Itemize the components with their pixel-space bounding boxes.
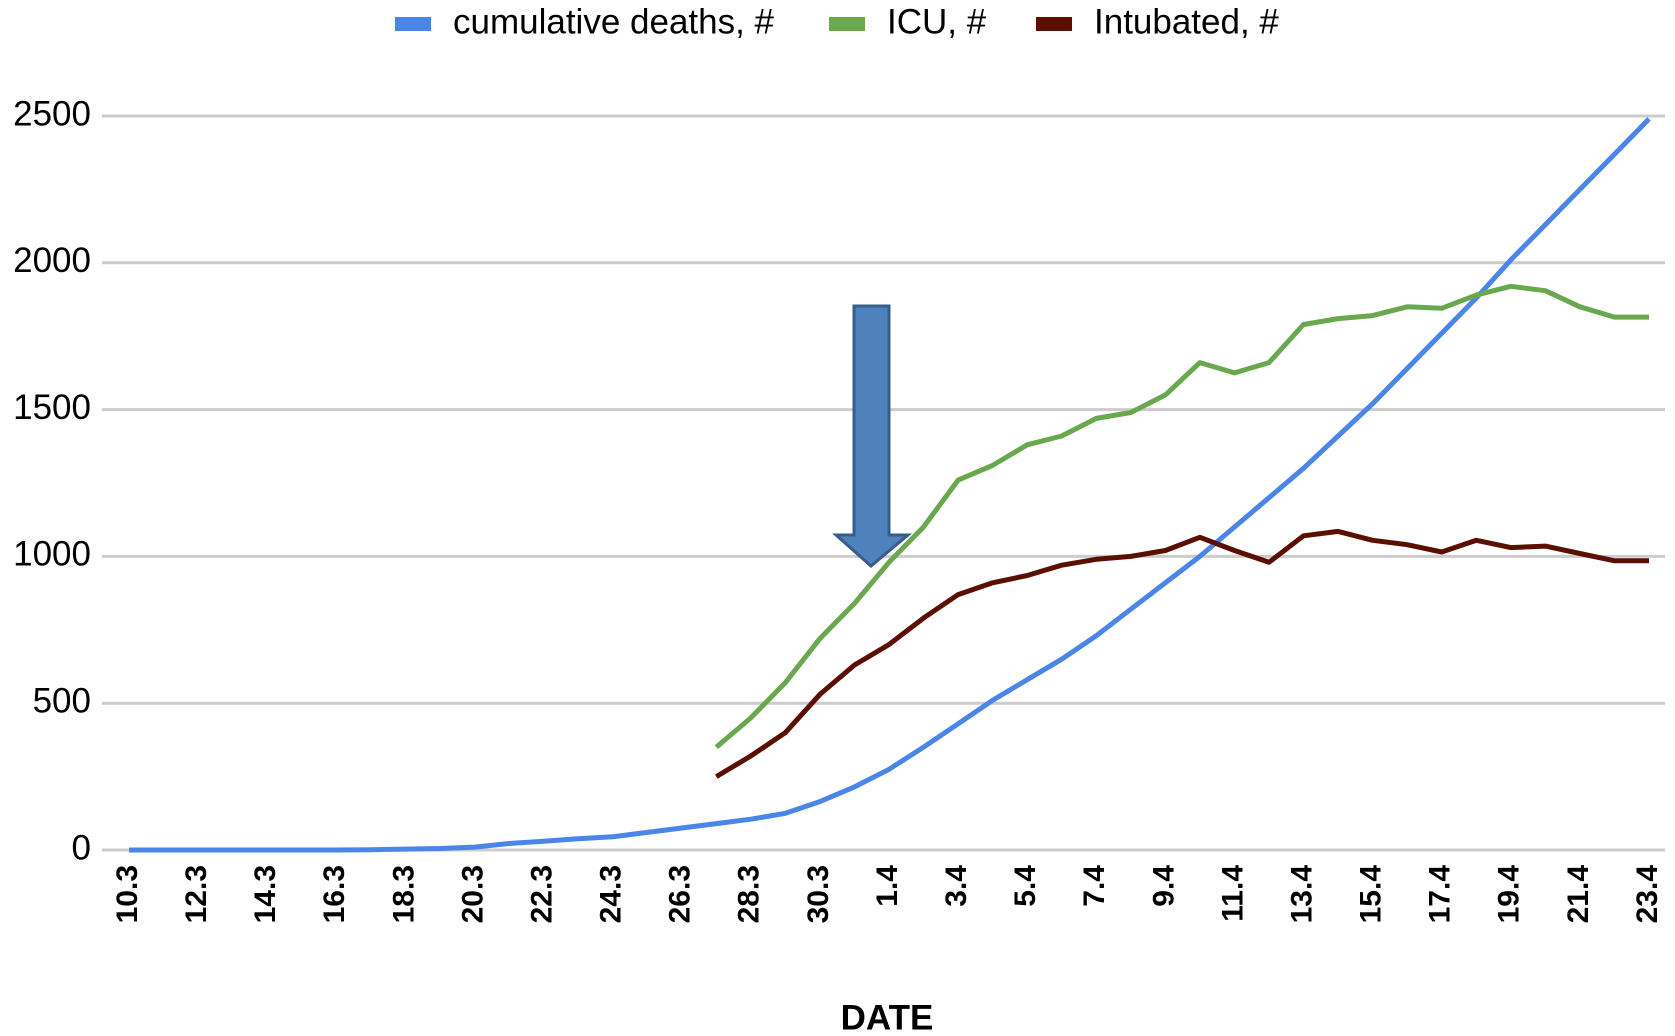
legend-swatch xyxy=(1036,17,1072,31)
x-tick-label: 26.3 xyxy=(664,865,697,923)
y-tick-label: 1500 xyxy=(13,388,91,427)
x-tick-label: 24.3 xyxy=(595,865,628,923)
x-tick-label: 15.4 xyxy=(1355,865,1388,924)
legend-swatch xyxy=(395,17,431,31)
series-line xyxy=(714,283,1649,750)
x-tick-label: 16.3 xyxy=(318,865,351,923)
arrow-annotation xyxy=(832,304,913,568)
series-line xyxy=(715,528,1649,779)
legend-label: Intubated, # xyxy=(1094,2,1279,41)
x-tick-label: 13.4 xyxy=(1285,865,1318,924)
x-tick-label: 18.3 xyxy=(387,865,420,923)
x-tick-label: 19.4 xyxy=(1493,865,1526,924)
y-tick-label: 0 xyxy=(72,828,91,867)
y-tick-label: 1000 xyxy=(13,535,91,574)
y-tick-label: 2000 xyxy=(13,241,91,280)
x-tick-label: 11.4 xyxy=(1216,865,1249,922)
x-tick-label: 7.4 xyxy=(1078,865,1111,907)
legend-swatch xyxy=(829,17,865,31)
x-tick-label: 23.4 xyxy=(1631,865,1664,924)
x-tick-label: 20.3 xyxy=(456,865,489,923)
x-tick-label: 17.4 xyxy=(1424,865,1457,924)
x-tick-label: 3.4 xyxy=(940,865,973,907)
x-tick-label: 5.4 xyxy=(1009,865,1042,907)
legend-label: cumulative deaths, # xyxy=(453,2,775,41)
y-tick-label: 2500 xyxy=(13,94,91,133)
x-tick-label: 12.3 xyxy=(180,865,213,923)
x-tick-label: 1.4 xyxy=(871,865,904,907)
x-tick-label: 30.3 xyxy=(802,865,835,923)
x-tick-label: 9.4 xyxy=(1147,865,1180,907)
x-axis-title: DATE xyxy=(841,998,934,1036)
x-tick-label: 10.3 xyxy=(111,865,144,923)
x-tick-label: 21.4 xyxy=(1562,865,1595,924)
x-tick-label: 28.3 xyxy=(733,865,766,923)
x-tick-label: 22.3 xyxy=(525,865,558,923)
series-line xyxy=(129,117,1651,853)
legend-label: ICU, # xyxy=(887,2,987,41)
x-tick-label: 14.3 xyxy=(249,865,282,923)
y-tick-label: 500 xyxy=(33,681,91,720)
